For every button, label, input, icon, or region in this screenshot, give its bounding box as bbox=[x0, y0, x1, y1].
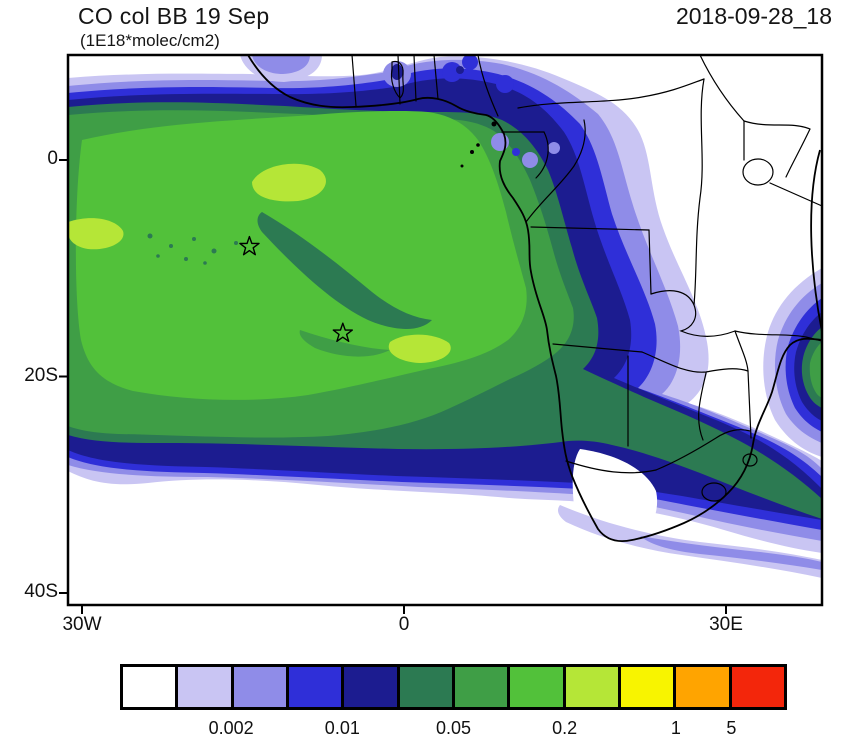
plot-frame bbox=[66, 53, 824, 607]
lesotho-border bbox=[701, 482, 727, 502]
contour-speckles bbox=[147, 233, 238, 265]
contour-fill-layers bbox=[68, 55, 822, 578]
lake-volta bbox=[390, 60, 404, 99]
colorbar-cell bbox=[178, 667, 234, 707]
colorbar-cell bbox=[565, 667, 621, 707]
station-markers bbox=[239, 235, 353, 342]
colorbar-cell bbox=[676, 667, 732, 707]
colorbar-cell bbox=[233, 667, 289, 707]
x-tick-label: 30E bbox=[709, 614, 743, 635]
north-edge-patches bbox=[240, 55, 560, 168]
contour-filament bbox=[299, 330, 390, 357]
colorbar-cell bbox=[454, 667, 511, 707]
east-africa-coastline bbox=[810, 149, 822, 333]
country-borders bbox=[351, 55, 822, 502]
colorbar-cell bbox=[123, 667, 179, 707]
colorbar-tick-label: 0.2 bbox=[552, 718, 578, 738]
colorbar-cell bbox=[344, 667, 400, 707]
plot-timestamp: 2018-09-28_18 bbox=[675, 3, 832, 29]
colorbar-tick-label: 0.002 bbox=[208, 718, 254, 738]
star-marker bbox=[239, 235, 260, 256]
y-tick-label: 20S bbox=[24, 364, 58, 386]
east-edge-plume bbox=[763, 268, 822, 457]
plot-units: (1E18*molec/cm2) bbox=[80, 31, 220, 50]
plot-title: CO col BB 19 Sep bbox=[78, 3, 270, 29]
contour-filament bbox=[257, 212, 432, 329]
gulf-islands bbox=[460, 121, 497, 168]
colorbar-tick-label: 1 bbox=[670, 718, 681, 738]
y-tick-label: 0 bbox=[47, 148, 58, 169]
colorbar-cell bbox=[288, 667, 345, 707]
africa-coastline bbox=[247, 55, 822, 542]
axis-ticks bbox=[59, 159, 727, 614]
y-tick-label: 40S bbox=[24, 581, 58, 602]
colorbar-tick-label: 5 bbox=[726, 718, 737, 738]
colorbar-cell bbox=[399, 667, 455, 707]
south-coast-fringe-inner bbox=[640, 536, 822, 570]
colorbar bbox=[120, 664, 787, 710]
contour-level-0p2 bbox=[252, 163, 326, 202]
star-marker bbox=[332, 322, 353, 342]
colorbar-tick-label: 0.05 bbox=[435, 718, 472, 738]
eswatini-border bbox=[742, 453, 758, 467]
contour-level-0p2 bbox=[68, 218, 124, 250]
colorbar-cell bbox=[510, 667, 566, 707]
colorbar-tick-label: 0.01 bbox=[324, 718, 360, 738]
contour-level-0p2 bbox=[388, 334, 451, 363]
lake-victoria bbox=[742, 158, 774, 186]
x-tick-label: 30W bbox=[62, 614, 102, 635]
x-tick-label: 0 bbox=[398, 614, 410, 635]
colorbar-cell bbox=[731, 667, 784, 707]
colorbar-cell bbox=[620, 667, 677, 707]
